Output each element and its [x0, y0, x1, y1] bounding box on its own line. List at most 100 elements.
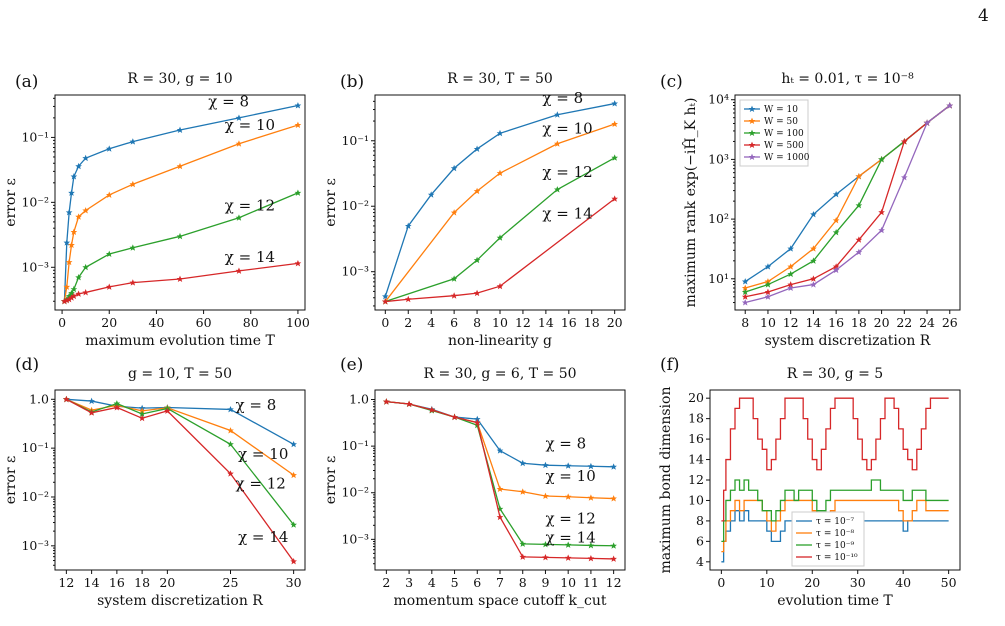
x-tick-label: 7: [496, 575, 504, 590]
x-axis-label: system discretization R: [765, 333, 931, 349]
x-tick-label: 0: [58, 315, 66, 330]
legend-label: τ = 10⁻⁸: [816, 529, 854, 539]
legend-marker: [748, 153, 756, 160]
x-axis-label: non-linearity g: [448, 333, 552, 349]
data-point: [65, 296, 73, 303]
x-tick-label: 10: [760, 315, 776, 330]
series-annotation: χ = 14: [225, 248, 275, 266]
x-tick-label: 3: [405, 575, 413, 590]
series-annotation: χ = 8: [542, 89, 583, 107]
series-W = 1000: [741, 102, 954, 306]
data-point: [587, 542, 595, 549]
y-axis-label: maximum bond dimension: [658, 387, 674, 574]
data-point: [564, 493, 572, 500]
y-tick-label: 10: [688, 492, 704, 507]
data-point: [496, 282, 504, 290]
data-point: [428, 406, 436, 413]
series-line: [384, 123, 615, 302]
y-axis-label: error ε: [323, 178, 339, 227]
data-point: [294, 121, 302, 129]
axes-frame: [734, 94, 961, 311]
x-tick-label: 100: [286, 315, 310, 330]
data-point: [741, 278, 749, 285]
legend-marker: [748, 105, 756, 112]
y-tick-label: 10⁻³: [341, 264, 369, 279]
panel-c: (c) hₜ = 0.01, τ = 10⁻⁸ 8 10 12 14 16 18 20 22 24 2…: [660, 71, 961, 349]
x-tick-label: 16: [109, 575, 125, 590]
data-point: [610, 542, 617, 549]
series-annotation: χ = 8: [545, 434, 586, 452]
panel-label: (c): [660, 72, 683, 92]
data-point: [855, 201, 863, 209]
series-χ = 8: [382, 100, 618, 300]
panel-label: (a): [15, 72, 38, 92]
data-point: [105, 283, 113, 290]
data-point: [473, 289, 481, 297]
x-tick-label: 20: [804, 575, 820, 590]
data-point: [294, 259, 302, 267]
data-point: [82, 289, 89, 296]
data-point: [61, 297, 68, 305]
legend-marker: [748, 141, 756, 148]
x-tick-label: 20: [874, 315, 890, 330]
data-point: [473, 145, 481, 152]
series-annotation: χ = 8: [236, 396, 277, 414]
y-axis-label: error ε: [3, 178, 19, 227]
data-point: [176, 126, 184, 134]
data-point: [564, 462, 572, 469]
data-point: [610, 555, 617, 562]
y-tick-label: 1.0: [29, 391, 49, 406]
data-point: [473, 415, 481, 423]
y-tick-label: 10⁻³: [341, 531, 369, 546]
data-point: [382, 292, 389, 300]
y-tick-label: 14: [688, 452, 704, 467]
x-tick-label: 24: [919, 315, 935, 330]
data-point: [496, 513, 504, 521]
panel-e: (e) R = 30, g = 6, T = 50 2 3 4 5 6 7 8 9 10 11 12 10…: [323, 355, 626, 609]
data-point: [235, 114, 243, 121]
data-point: [70, 292, 78, 300]
x-tick-label: 18: [134, 575, 150, 590]
data-point: [741, 284, 749, 292]
axes-frame: [54, 389, 306, 571]
series-W = 500: [741, 102, 954, 300]
data-point: [587, 462, 595, 470]
y-tick-label: 10²: [708, 211, 729, 226]
data-point: [741, 299, 749, 306]
data-point: [75, 213, 82, 220]
data-point: [787, 284, 794, 292]
x-tick-label: 12: [606, 575, 622, 590]
x-tick-label: 11: [583, 575, 599, 590]
panel-f: (f) R = 30, g = 5 0 10 20 30 40 50 4 6 8 10 12 14 16 18…: [658, 355, 961, 609]
x-tick-label: 18: [851, 315, 867, 330]
series-annotation: χ = 8: [208, 92, 249, 110]
y-tick-label: 10⁴: [708, 92, 729, 107]
x-tick-label: 40: [895, 575, 911, 590]
x-tick-label: 10: [492, 315, 508, 330]
data-point: [810, 275, 817, 282]
x-tick-label: 12: [783, 315, 799, 330]
panel-title: hₜ = 0.01, τ = 10⁻⁸: [781, 71, 914, 87]
data-point: [787, 245, 794, 252]
data-point: [810, 245, 817, 252]
legend-label: W = 500: [764, 141, 804, 151]
x-tick-label: 20: [159, 575, 175, 590]
x-tick-label: 6: [473, 575, 481, 590]
series-χ = 14: [61, 259, 302, 305]
data-point: [946, 102, 954, 109]
data-point: [764, 288, 772, 296]
data-point: [65, 258, 73, 266]
data-point: [70, 285, 78, 293]
data-point: [405, 400, 413, 408]
series-annotation: χ = 12: [545, 509, 595, 527]
series-annotation: χ = 12: [225, 196, 275, 214]
x-tick-label: 8: [741, 315, 749, 330]
series-annotation: χ = 14: [238, 528, 288, 546]
x-tick-label: 20: [607, 315, 623, 330]
legend-label: W = 100: [764, 129, 804, 139]
panel-a: (a) R = 30, g = 10 0 20 40 60 80 100 10⁻³ 10⁻² 10⁻…: [3, 71, 310, 349]
series-τ = 10⁻⁹: [721, 479, 949, 543]
panel-title: g = 10, T = 50: [128, 366, 232, 382]
x-tick-label: 0: [381, 315, 389, 330]
y-tick-label: 10⁻³: [21, 538, 49, 553]
